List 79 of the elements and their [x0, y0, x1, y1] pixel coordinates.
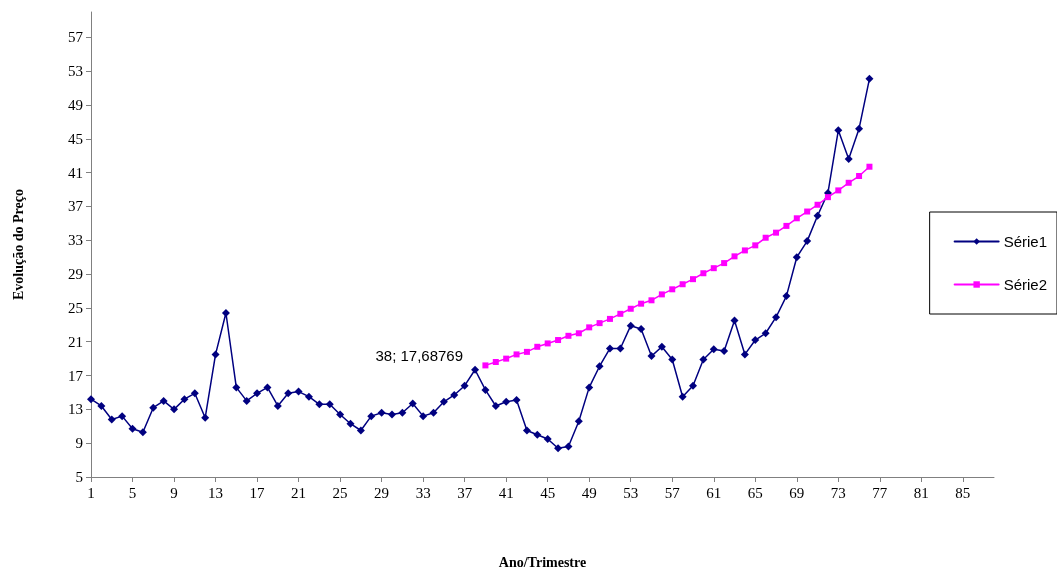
x-tick-label: 73 — [830, 484, 846, 501]
y-tick-label: 9 — [75, 435, 83, 452]
y-tick-label: 17 — [68, 367, 84, 384]
x-tick-label: 41 — [498, 484, 514, 501]
x-tick-label: 81 — [913, 484, 929, 501]
point — [710, 265, 717, 272]
point — [492, 359, 499, 366]
point — [752, 242, 759, 249]
x-tick-label: 29 — [374, 484, 390, 501]
point — [741, 247, 748, 254]
x-tick-label: 53 — [623, 484, 639, 501]
point — [700, 270, 707, 277]
point — [731, 253, 738, 260]
point — [856, 173, 863, 180]
point — [773, 229, 780, 236]
point — [586, 324, 593, 331]
x-tick-label: 21 — [291, 484, 307, 501]
x-tick-label: 37 — [457, 484, 473, 501]
x-tick-label: 1 — [87, 484, 95, 501]
point — [513, 351, 520, 358]
point — [824, 194, 831, 201]
y-tick-label: 45 — [68, 130, 83, 147]
point — [783, 222, 790, 229]
y-tick-label: 13 — [68, 401, 83, 418]
y-axis-title: Evolução do Preço — [10, 189, 26, 300]
point — [804, 208, 811, 215]
point — [835, 187, 842, 194]
x-tick-label: 57 — [664, 484, 681, 501]
point — [762, 234, 769, 241]
x-tick-label: 17 — [249, 484, 266, 501]
x-tick-label: 85 — [955, 484, 971, 501]
point — [669, 286, 676, 293]
x-tick-label: 61 — [706, 484, 722, 501]
point — [482, 362, 489, 369]
point — [638, 300, 645, 307]
legend-label: Série1 — [1003, 233, 1047, 250]
y-tick-label: 25 — [68, 299, 83, 316]
point — [814, 201, 821, 208]
y-tick-label: 57 — [68, 29, 84, 46]
x-tick-label: 9 — [170, 484, 178, 501]
point — [648, 297, 655, 304]
x-tick-label: 13 — [208, 484, 224, 501]
annotation: 38; 17,68769 — [375, 347, 464, 365]
x-tick-label: 25 — [332, 484, 348, 501]
x-axis-title: Ano/Trimestre — [498, 554, 587, 570]
x-tick-label: 77 — [872, 484, 888, 501]
point — [627, 305, 634, 312]
x-tick-label: 49 — [581, 484, 597, 501]
point — [523, 348, 530, 355]
x-tick-label: 33 — [415, 484, 431, 501]
point — [544, 340, 551, 347]
point — [534, 343, 541, 350]
point — [565, 332, 572, 339]
x-tick-label: 45 — [540, 484, 556, 501]
y-tick-label: 21 — [68, 333, 83, 350]
point — [555, 337, 562, 344]
point — [690, 276, 696, 283]
x-tick-label: 69 — [789, 484, 805, 501]
point — [606, 315, 613, 322]
point — [596, 320, 603, 327]
point — [721, 260, 728, 267]
point — [866, 163, 873, 170]
point — [845, 179, 852, 186]
point — [658, 291, 665, 298]
y-tick-label: 33 — [68, 232, 83, 249]
legend-label: Série2 — [1003, 276, 1047, 293]
y-tick-label: 41 — [68, 164, 83, 181]
y-tick-label: 37 — [68, 198, 84, 215]
y-tick-label: 29 — [68, 266, 83, 283]
y-tick-label: 49 — [68, 97, 83, 113]
point — [617, 310, 624, 317]
point — [793, 215, 800, 222]
x-tick-label: 65 — [747, 484, 763, 501]
point — [575, 330, 582, 337]
point — [679, 281, 686, 288]
y-tick-label: 53 — [68, 63, 83, 80]
y-tick-label: 5 — [75, 469, 83, 485]
point — [503, 355, 510, 362]
x-tick-label: 5 — [128, 484, 137, 501]
